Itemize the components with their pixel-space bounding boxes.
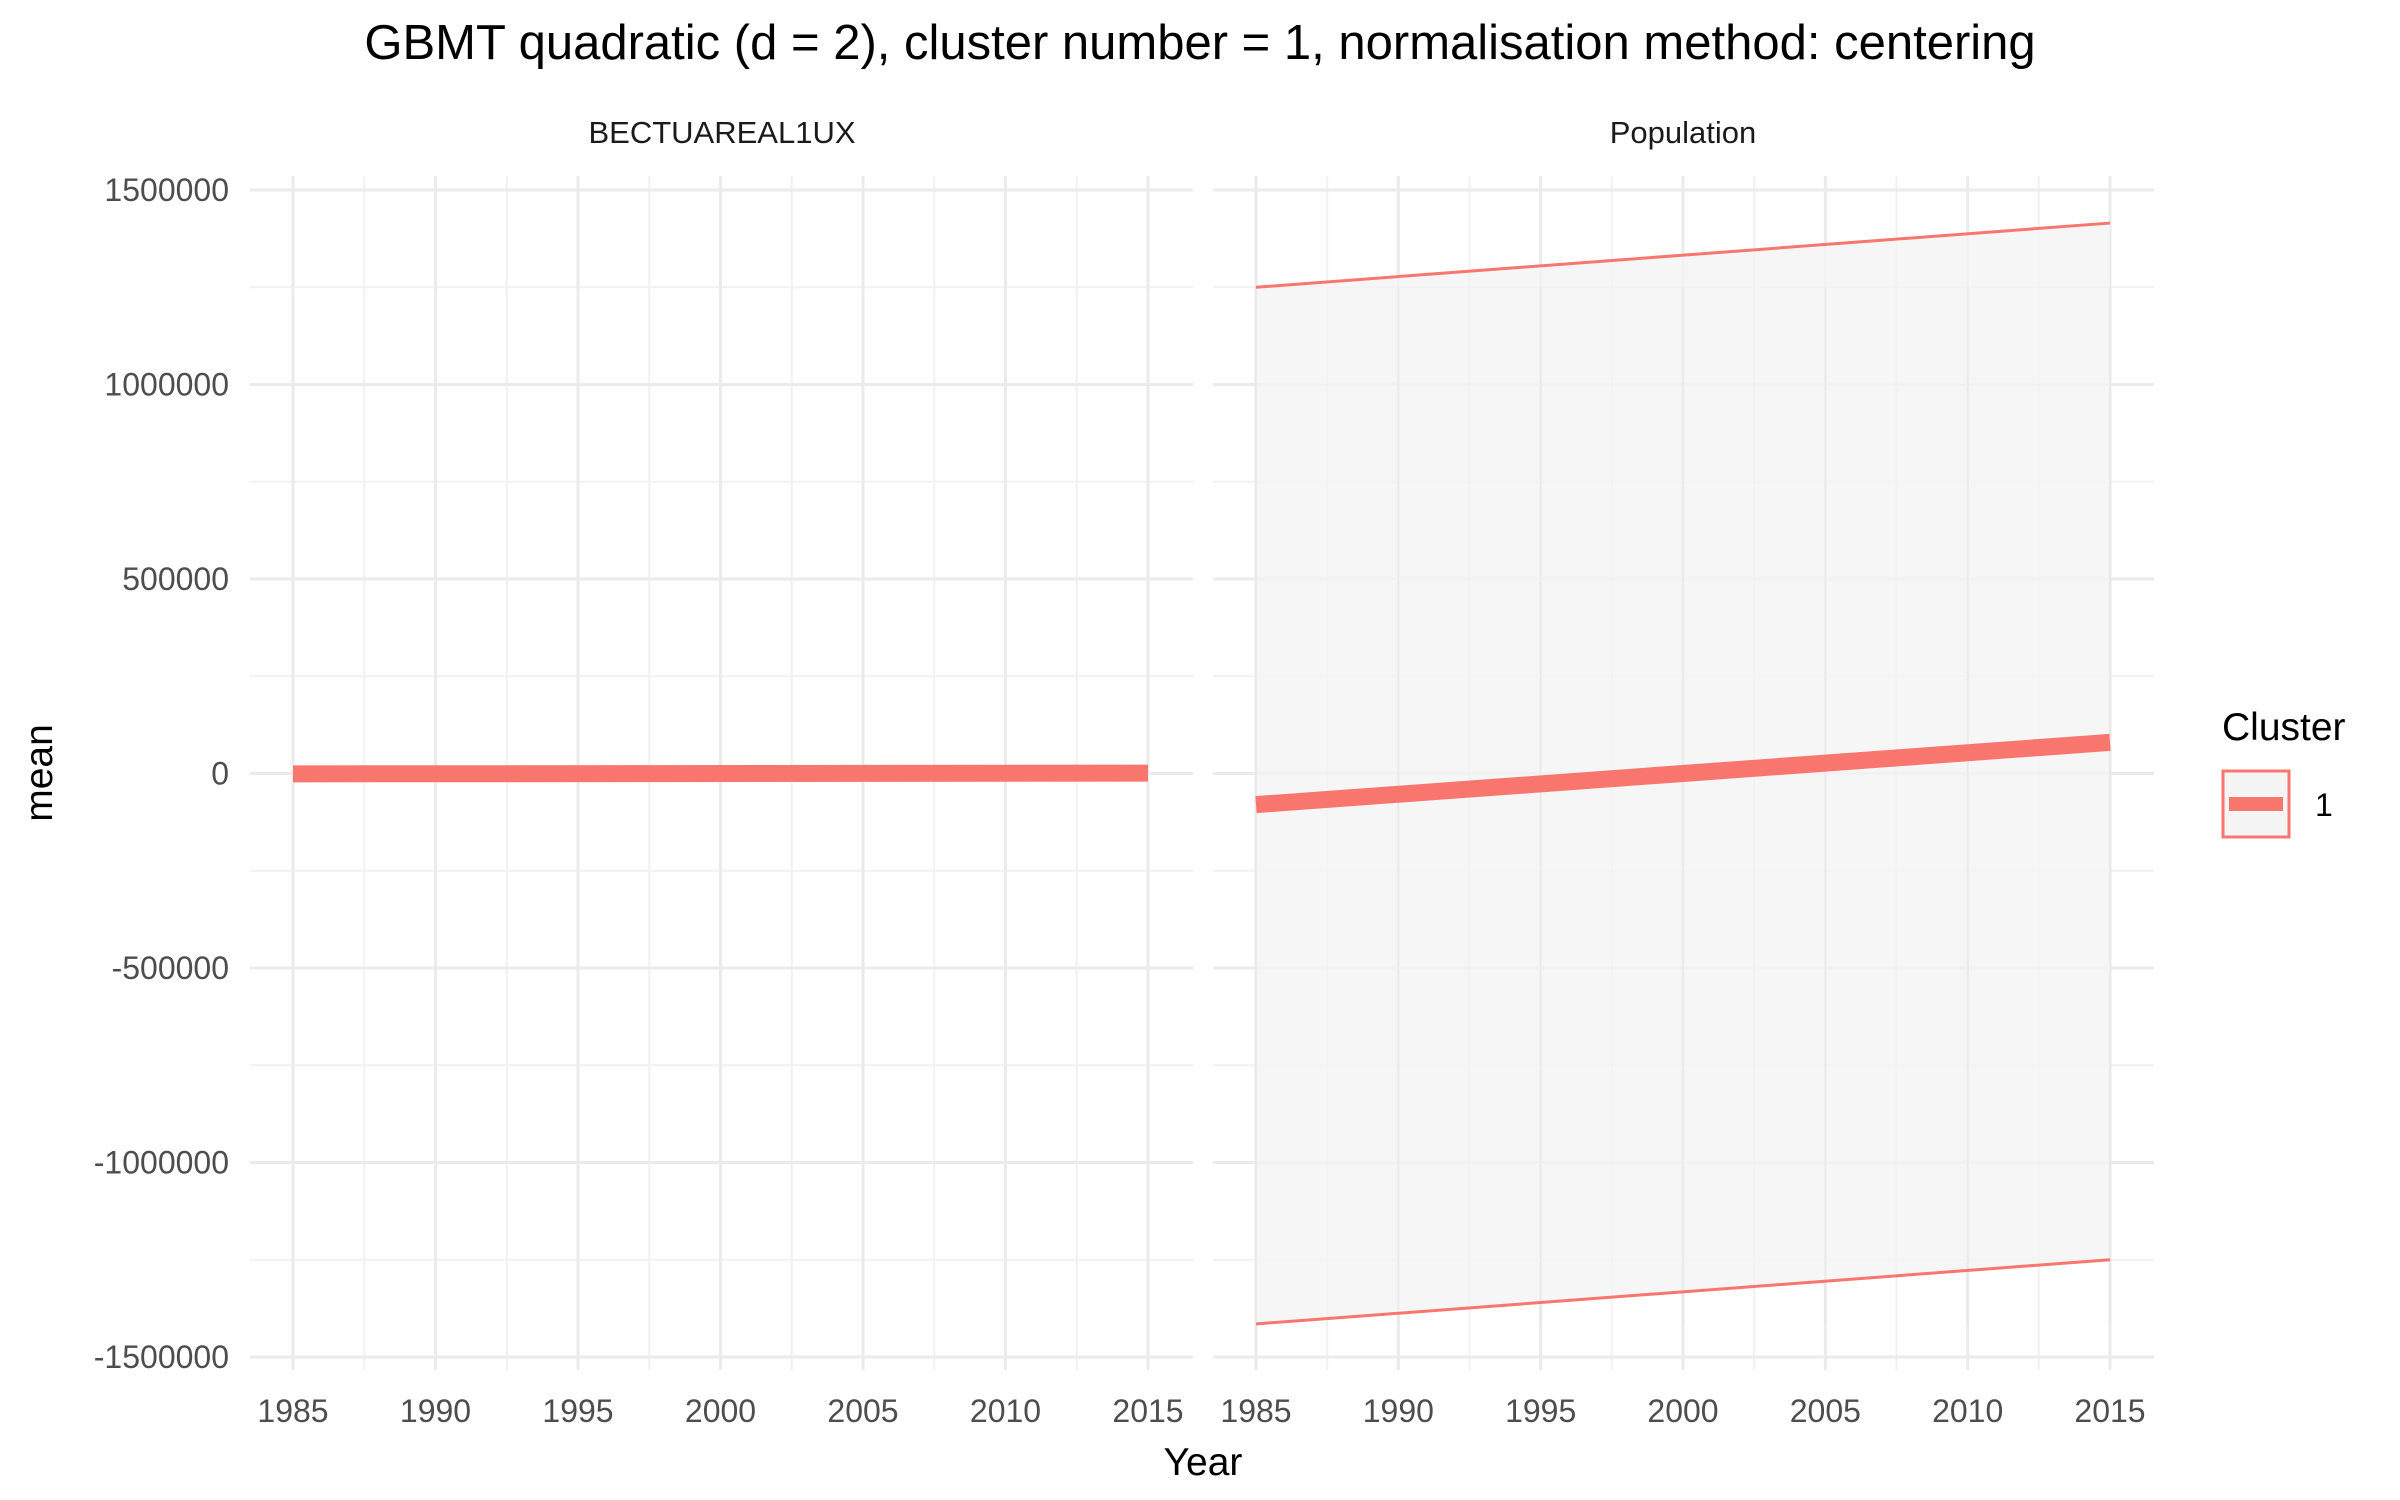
x-tick-label: 2015 (2074, 1393, 2145, 1429)
upper-bound-line (1255, 221, 2111, 289)
x-tick-label: 2000 (1647, 1393, 1718, 1429)
y-tick-labels: -1500000 -1000000 -500000 0 500000 1000000 150… (94, 172, 229, 1375)
x-tick-label: 1990 (400, 1393, 471, 1429)
x-tick-label: 1995 (542, 1393, 613, 1429)
legend-title: Cluster (2222, 706, 2346, 749)
x-tick-label: 1995 (1505, 1393, 1576, 1429)
x-tick-label: 2010 (1932, 1393, 2003, 1429)
legend: Cluster 1 (2221, 706, 2346, 839)
y-tick-label: 1500000 (104, 172, 229, 208)
chart-title: GBMT quadratic (d = 2), cluster number =… (364, 16, 2035, 70)
x-tick-label: 1990 (1363, 1393, 1434, 1429)
y-tick-label: -1000000 (94, 1145, 229, 1181)
strip-label-left: BECTUAREAL1UX (588, 115, 855, 150)
x-tick-labels: 1985 1990 1995 2000 2005 2010 2015 1985 1990 1995… (257, 1393, 2145, 1429)
lower-bound-line (1255, 1258, 2111, 1326)
x-tick-label: 2015 (1112, 1393, 1183, 1429)
x-tick-label: 2005 (1790, 1393, 1861, 1429)
x-tick-label: 1985 (1220, 1393, 1291, 1429)
x-tick-label: 1985 (257, 1393, 328, 1429)
x-tick-label: 2010 (970, 1393, 1041, 1429)
y-tick-label: -1500000 (94, 1339, 229, 1375)
panel-0 (250, 176, 1193, 1370)
panel-1 (1213, 176, 2154, 1370)
y-tick-label: 1000000 (104, 367, 229, 403)
x-axis-title: Year (1164, 1441, 1243, 1484)
y-tick-label: 500000 (122, 561, 229, 597)
mean-line (1255, 733, 2111, 814)
y-axis-title: mean (18, 724, 61, 822)
x-tick-label: 2000 (685, 1393, 756, 1429)
mean-line (292, 764, 1149, 783)
y-tick-label: 0 (211, 756, 229, 792)
legend-label-1: 1 (2315, 787, 2333, 823)
x-tick-label: 2005 (827, 1393, 898, 1429)
y-tick-label: -500000 (112, 950, 229, 986)
strip-label-right: Population (1610, 115, 1757, 150)
